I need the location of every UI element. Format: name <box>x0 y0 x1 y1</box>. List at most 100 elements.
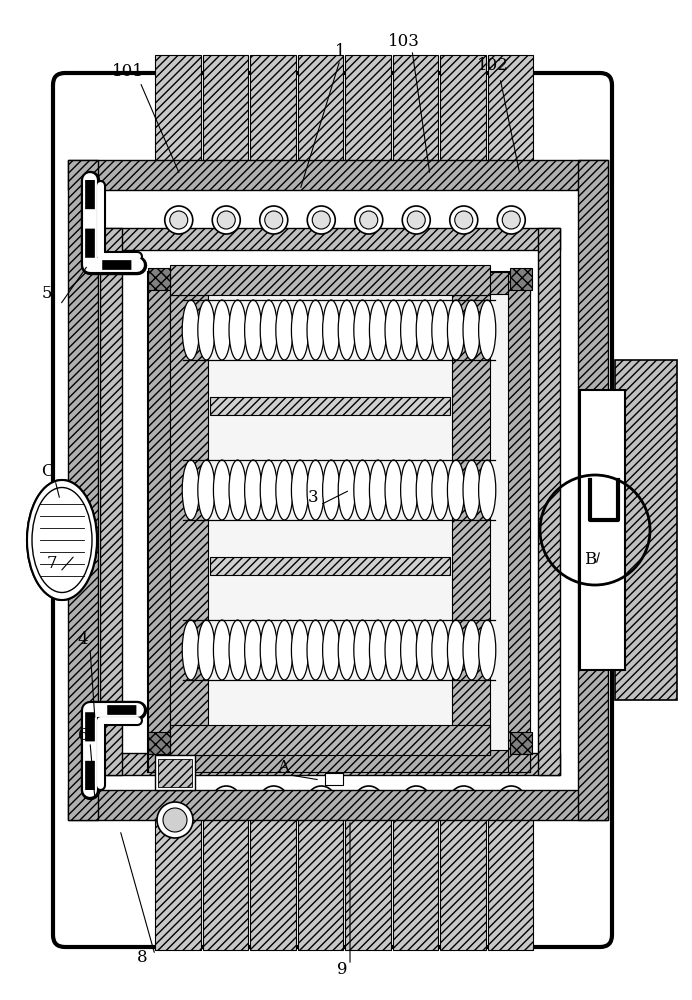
Bar <box>155 755 195 790</box>
Circle shape <box>307 206 335 234</box>
Ellipse shape <box>463 300 480 360</box>
Circle shape <box>212 206 240 234</box>
Ellipse shape <box>432 620 449 680</box>
Ellipse shape <box>370 460 387 520</box>
Ellipse shape <box>213 460 230 520</box>
Bar <box>538 228 560 775</box>
Ellipse shape <box>416 620 433 680</box>
Bar <box>440 815 486 950</box>
Bar <box>68 160 98 820</box>
Bar <box>510 268 532 290</box>
Ellipse shape <box>291 460 309 520</box>
Bar <box>203 55 248 185</box>
Ellipse shape <box>401 620 418 680</box>
Circle shape <box>502 211 520 229</box>
Text: 4: 4 <box>78 632 89 648</box>
Bar <box>148 272 530 294</box>
Ellipse shape <box>385 460 402 520</box>
FancyBboxPatch shape <box>53 73 612 947</box>
Ellipse shape <box>27 480 97 600</box>
Ellipse shape <box>27 480 97 600</box>
Ellipse shape <box>401 300 418 360</box>
Bar <box>452 295 490 755</box>
Bar <box>250 55 295 185</box>
Bar <box>578 160 608 820</box>
Ellipse shape <box>260 620 277 680</box>
Text: 5: 5 <box>42 286 53 302</box>
Circle shape <box>212 786 240 814</box>
Bar <box>345 815 390 950</box>
Ellipse shape <box>198 460 215 520</box>
Circle shape <box>408 791 426 809</box>
Circle shape <box>450 206 477 234</box>
Bar <box>440 55 486 185</box>
Circle shape <box>402 786 430 814</box>
Ellipse shape <box>276 460 293 520</box>
Bar <box>155 55 201 185</box>
Circle shape <box>502 791 520 809</box>
Ellipse shape <box>479 300 495 360</box>
Bar <box>210 557 450 575</box>
Text: 7: 7 <box>46 556 57 572</box>
Circle shape <box>355 786 383 814</box>
Ellipse shape <box>182 300 199 360</box>
Ellipse shape <box>322 620 340 680</box>
Bar <box>155 815 201 950</box>
Ellipse shape <box>448 300 464 360</box>
Circle shape <box>157 802 193 838</box>
Bar <box>148 732 170 754</box>
Ellipse shape <box>354 460 371 520</box>
Circle shape <box>217 791 235 809</box>
Ellipse shape <box>182 460 199 520</box>
Ellipse shape <box>479 620 495 680</box>
Ellipse shape <box>260 300 277 360</box>
Circle shape <box>360 791 378 809</box>
Text: 3: 3 <box>308 489 318 506</box>
Text: 103: 103 <box>388 33 420 50</box>
Circle shape <box>217 211 235 229</box>
Ellipse shape <box>229 460 246 520</box>
Ellipse shape <box>322 300 340 360</box>
Bar <box>100 228 560 250</box>
Bar <box>580 390 625 670</box>
Bar <box>325 773 343 785</box>
Bar <box>487 815 533 950</box>
Text: 9: 9 <box>337 962 347 978</box>
Text: 1: 1 <box>335 43 345 60</box>
Circle shape <box>165 206 193 234</box>
Ellipse shape <box>448 620 464 680</box>
Circle shape <box>498 786 525 814</box>
Bar <box>510 732 532 754</box>
Bar <box>203 815 248 950</box>
Bar <box>148 272 170 772</box>
Text: B: B <box>584 552 596 568</box>
Ellipse shape <box>198 620 215 680</box>
Ellipse shape <box>370 300 387 360</box>
Ellipse shape <box>213 620 230 680</box>
Bar <box>100 228 122 775</box>
Circle shape <box>408 211 426 229</box>
Ellipse shape <box>291 300 309 360</box>
Bar <box>392 815 438 950</box>
Bar <box>210 397 450 415</box>
Ellipse shape <box>338 460 356 520</box>
Bar <box>250 815 295 950</box>
Circle shape <box>265 791 283 809</box>
Bar <box>158 759 192 787</box>
Ellipse shape <box>244 460 262 520</box>
Ellipse shape <box>432 460 449 520</box>
Ellipse shape <box>307 300 324 360</box>
Ellipse shape <box>432 300 449 360</box>
Ellipse shape <box>213 300 230 360</box>
Ellipse shape <box>385 620 402 680</box>
Bar <box>100 753 560 775</box>
Text: 101: 101 <box>112 64 144 81</box>
Bar <box>170 265 490 295</box>
Ellipse shape <box>260 460 277 520</box>
Ellipse shape <box>416 300 433 360</box>
Circle shape <box>450 786 477 814</box>
Ellipse shape <box>322 460 340 520</box>
Ellipse shape <box>448 460 464 520</box>
Ellipse shape <box>385 300 402 360</box>
Bar <box>148 272 530 772</box>
